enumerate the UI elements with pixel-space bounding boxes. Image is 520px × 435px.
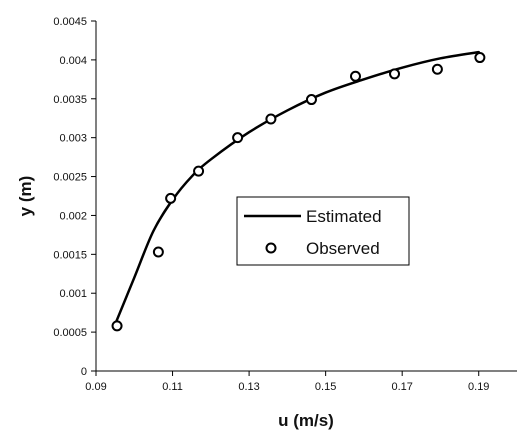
y-tick-label: 0.0035 [53, 94, 87, 106]
x-tick-label: 0.13 [238, 381, 259, 393]
y-tick-label: 0.001 [59, 288, 87, 300]
x-tick-label: 0.11 [162, 381, 183, 393]
legend: Estimated Observed [236, 196, 410, 266]
observed-point [389, 68, 401, 80]
y-tick-label: 0.002 [59, 210, 87, 222]
x-tick-label: 0.09 [85, 381, 106, 393]
observed-point [431, 63, 443, 75]
observed-point [474, 52, 486, 64]
y-axis-title: y (m) [16, 176, 35, 217]
x-tick-label: 0.19 [468, 381, 489, 393]
observed-point [193, 165, 205, 177]
legend-box [236, 196, 410, 266]
y-tick-label: 0.0025 [53, 172, 87, 184]
y-tick-label: 0.0005 [53, 327, 87, 339]
legend-marker-symbol [265, 242, 277, 254]
observed-point [265, 113, 277, 125]
x-axis-title: u (m/s) [278, 411, 334, 430]
series-line-estimated [113, 50, 480, 326]
observed-point [165, 192, 177, 204]
x-tick-label: 0.17 [391, 381, 412, 393]
y-tick-label: 0.0015 [53, 249, 87, 261]
observed-point [305, 94, 317, 106]
y-axis-ticks: 0 0.0005 0.001 0.0015 0.002 0.0025 0.003 0.0035… [53, 16, 96, 378]
legend-label-observed: Observed [306, 239, 380, 258]
y-tick-label: 0.003 [59, 133, 87, 145]
observed-point [349, 70, 361, 82]
series-points-observed [111, 52, 486, 332]
x-tick-label: 0.15 [315, 381, 336, 393]
x-axis-ticks: 0.09 0.11 0.13 0.15 0.17 0.19 [85, 371, 489, 393]
y-tick-label: 0.0045 [53, 16, 87, 28]
plot-area: 0 0.0005 0.001 0.0015 0.002 0.0025 0.003 0.0035… [53, 16, 517, 393]
y-tick-label: 0.004 [59, 55, 87, 67]
legend-label-estimated: Estimated [306, 207, 382, 226]
y-tick-label: 0 [81, 366, 87, 378]
observed-point [152, 246, 164, 258]
observed-point [232, 132, 244, 144]
observed-point [111, 320, 123, 332]
